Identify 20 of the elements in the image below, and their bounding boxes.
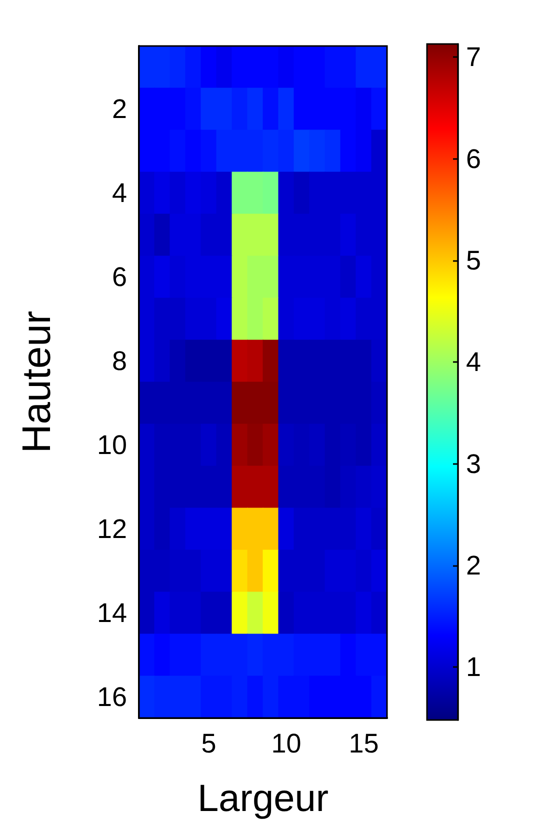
color-bar-label: 4	[466, 347, 482, 378]
y-tick-label: 6	[112, 262, 127, 292]
y-tick-label: 4	[112, 178, 127, 208]
y-tick-label: 16	[96, 682, 127, 712]
y-axis-title: Hauteur	[15, 310, 59, 454]
x-tick-label: 5	[201, 728, 216, 758]
color-bar-label: 2	[466, 550, 482, 580]
color-bar-label: 6	[466, 144, 482, 174]
color-bar-label: 1	[466, 652, 482, 682]
y-tick-label: 10	[96, 430, 127, 460]
x-axis-title: Largeur	[198, 778, 329, 820]
y-tick-label: 2	[112, 94, 127, 124]
x-tick-label: 10	[271, 728, 302, 758]
x-tick-label: 15	[348, 728, 379, 758]
color-bar-label: 7	[466, 42, 482, 72]
y-tick-label: 12	[96, 514, 127, 544]
y-tick-label: 8	[112, 346, 127, 376]
color-bar-label: 3	[466, 448, 482, 479]
y-tick-label: 14	[96, 598, 127, 628]
color-bar-label: 5	[466, 246, 482, 276]
